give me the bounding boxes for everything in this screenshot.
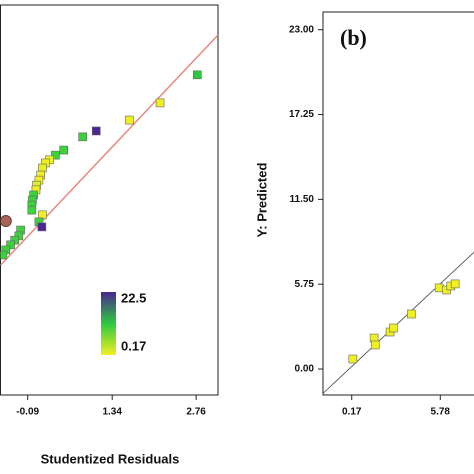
panel-label: (b) (340, 25, 367, 50)
point (6, 240, 15, 250)
point (370, 340, 380, 350)
point (434, 283, 444, 293)
colorbar (101, 292, 116, 355)
point (389, 323, 398, 333)
x-axis-title: Studentized Residuals (41, 451, 180, 466)
y-tick-label: 0.00 (295, 364, 315, 375)
x-tick-label: 1.34 (102, 407, 122, 418)
point (407, 309, 416, 319)
point (450, 279, 460, 289)
colorbar-min: 0.17 (121, 338, 146, 353)
y-axis-title: Y: Predicted (254, 162, 269, 237)
y-tick-label: 17.25 (289, 109, 314, 120)
point (27, 205, 37, 215)
plot-frame (0, 4, 219, 396)
fit-line (0, 34, 218, 266)
plot-frame (322, 11, 474, 396)
x-tick-label: -0.09 (16, 407, 39, 418)
y-tick-label: 5.75 (295, 279, 315, 290)
x-tick-label: 2.76 (186, 407, 206, 418)
point (0, 250, 8, 260)
point (78, 132, 87, 142)
point (155, 98, 165, 108)
point (193, 70, 202, 80)
highlight-point (0, 215, 12, 228)
point (348, 354, 358, 364)
point (37, 222, 47, 232)
plot-area (323, 251, 474, 394)
point (125, 115, 134, 125)
colorbar-max: 22.5 (121, 290, 146, 305)
reference-line (323, 251, 474, 394)
plot-area (0, 34, 218, 266)
x-tick-label: 5.78 (431, 407, 451, 418)
point (59, 145, 69, 155)
y-tick-label: 11.50 (290, 194, 315, 205)
y-tick-label: 23.00 (289, 24, 314, 35)
x-tick-label: 0.17 (342, 407, 362, 418)
point (51, 150, 60, 160)
point (91, 126, 101, 136)
